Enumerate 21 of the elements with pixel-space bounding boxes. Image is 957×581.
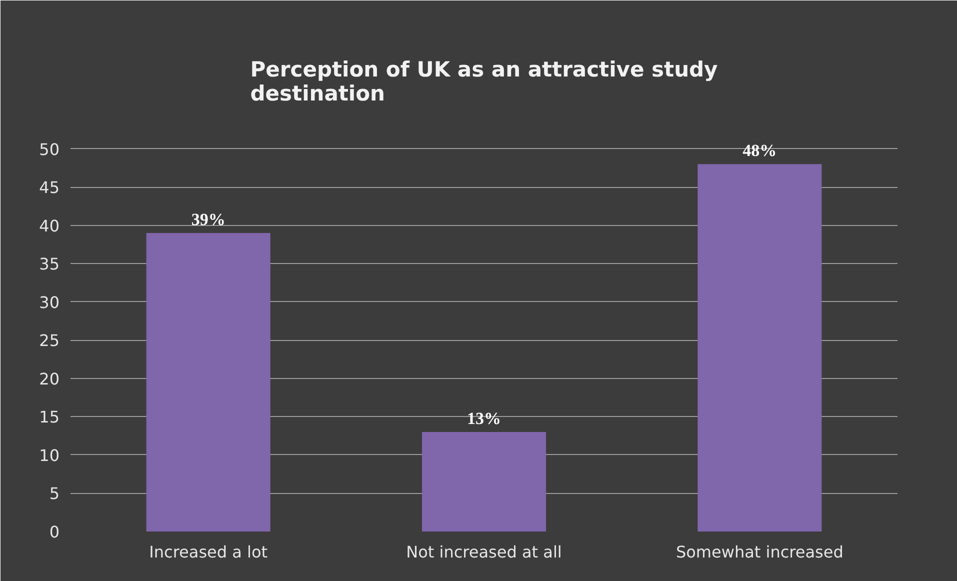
bar <box>422 432 546 532</box>
y-tick-label: 50 <box>39 140 60 159</box>
data-label: 13% <box>467 408 501 428</box>
y-tick-label: 25 <box>39 331 60 350</box>
bar <box>698 164 822 532</box>
y-tick-label: 30 <box>39 292 60 312</box>
y-tick-label: 5 <box>49 484 60 504</box>
y-tick-label: 10 <box>39 446 60 465</box>
y-tick-label: 40 <box>39 216 60 236</box>
data-label: 39% <box>191 210 226 229</box>
y-tick-label: 20 <box>39 369 60 388</box>
data-label: 48% <box>742 141 777 160</box>
bar <box>146 232 270 532</box>
x-tick-label: Increased a lot <box>149 542 268 562</box>
x-tick-label: Not increased at all <box>406 542 562 562</box>
y-tick-label: 35 <box>39 254 60 274</box>
y-tick-label: 45 <box>39 178 60 198</box>
y-tick-label: 0 <box>49 522 60 542</box>
chart-title: Perception of UK as an attractive study destination <box>250 58 718 106</box>
x-tick-label: Somewhat increased <box>676 542 844 562</box>
y-tick-label: 15 <box>39 408 60 427</box>
